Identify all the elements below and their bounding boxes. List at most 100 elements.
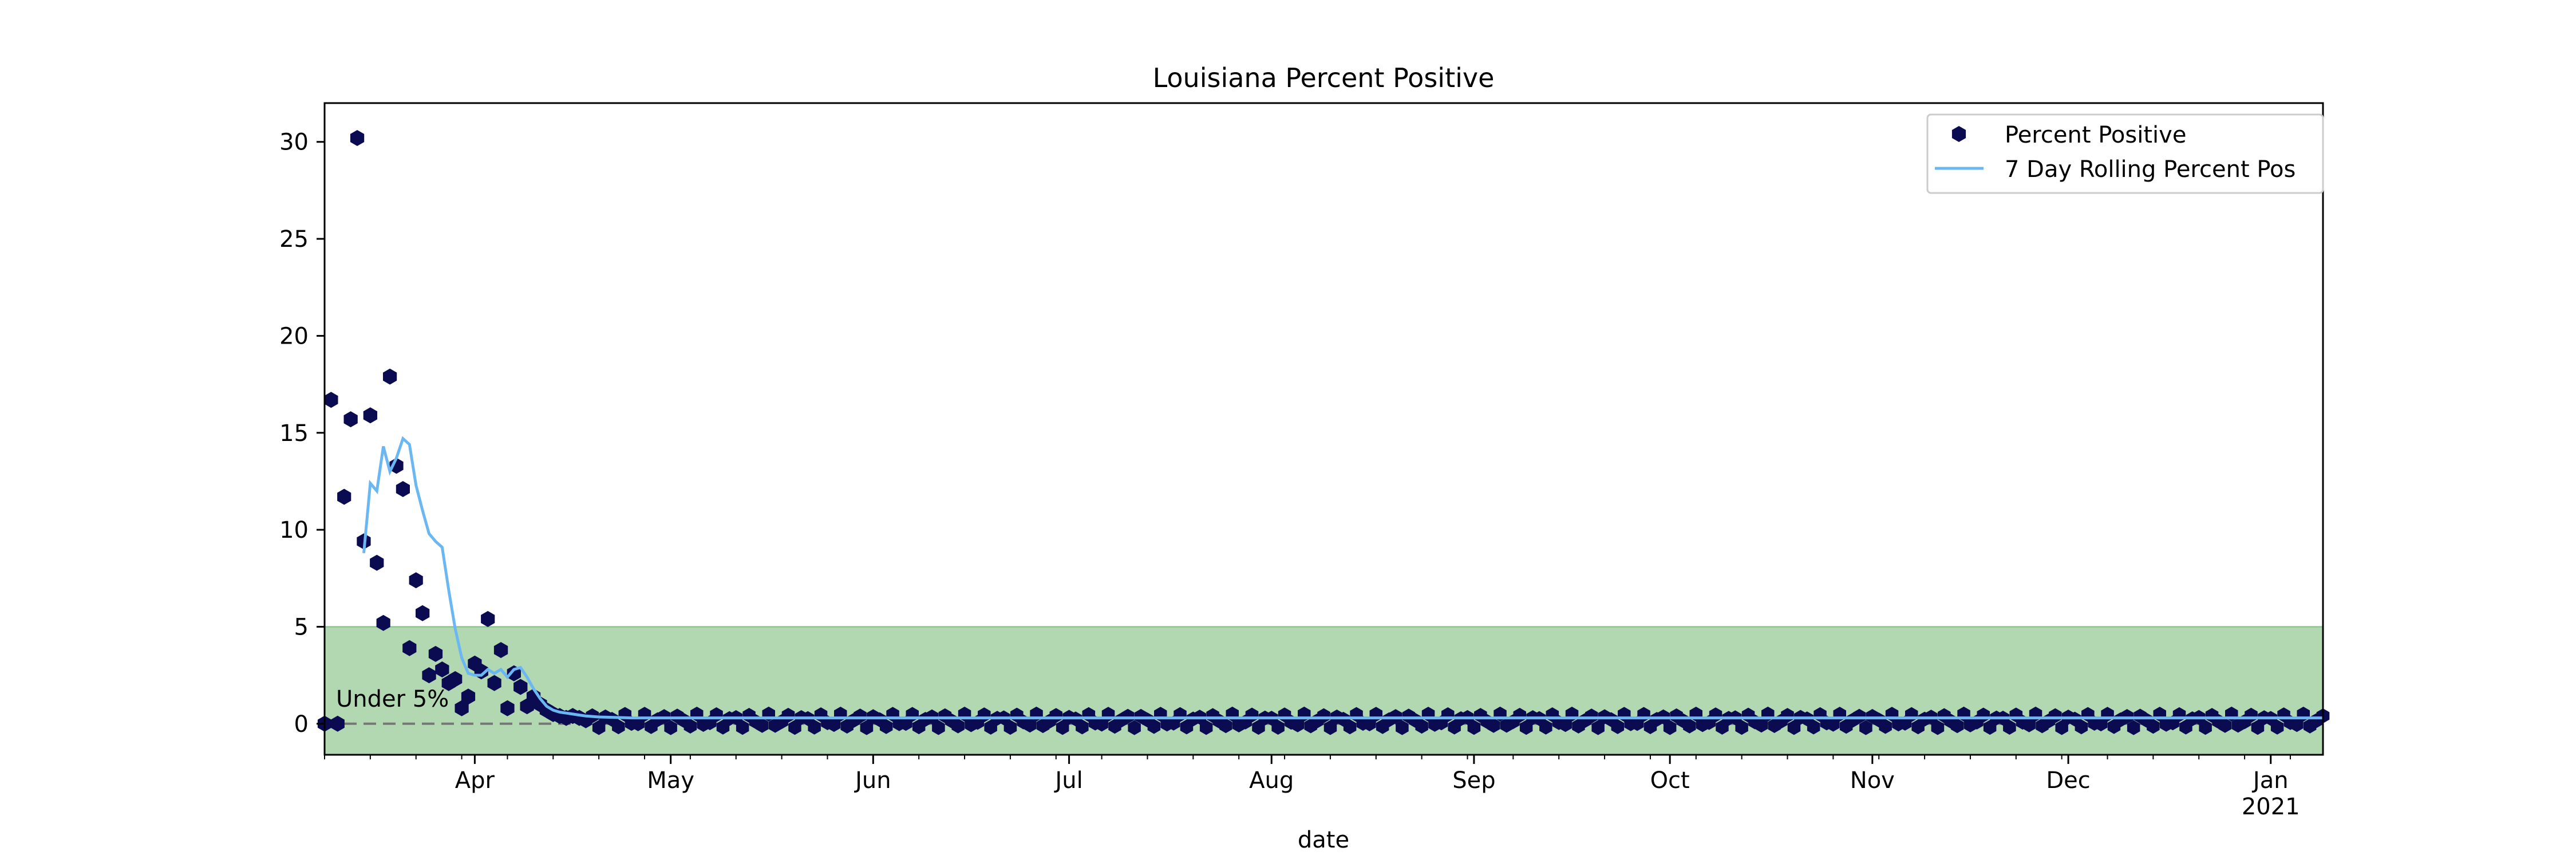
data-point (2218, 718, 2232, 733)
data-point (1363, 716, 1376, 731)
y-tick-label: 15 (279, 420, 309, 447)
data-point (2127, 720, 2140, 735)
data-point (337, 488, 351, 505)
data-point (383, 368, 397, 385)
rolling-line (362, 436, 2323, 720)
data-point (396, 481, 410, 497)
data-point (932, 720, 945, 735)
data-point (1003, 720, 1017, 735)
data-point (1859, 720, 1872, 735)
x-axis-label: date (1298, 827, 1349, 853)
data-point (2075, 719, 2088, 735)
data-point (612, 719, 625, 735)
data-point (493, 642, 508, 659)
data-point (1931, 720, 1945, 735)
data-point (1787, 720, 1801, 735)
data-point (513, 679, 528, 695)
legend-marker-points (1951, 126, 1966, 142)
data-point (1147, 719, 1161, 734)
x-tick-label: Nov (1850, 767, 1895, 794)
data-point (1950, 718, 1964, 734)
data-point (1219, 718, 1232, 734)
data-point (1519, 720, 1533, 735)
data-point (416, 605, 430, 621)
data-point (428, 645, 443, 662)
tail-points (579, 706, 2330, 735)
data-point (376, 614, 390, 631)
data-point (1076, 719, 1089, 735)
data-point (1683, 718, 1696, 734)
data-point (1611, 719, 1625, 734)
data-point (1735, 720, 1748, 735)
data-point (1121, 708, 1135, 724)
legend: Percent Positive 7 Day Rolling Percent P… (1926, 113, 2324, 194)
data-point (592, 720, 606, 735)
data-point (631, 716, 645, 731)
x-tick-label: Dec (2046, 767, 2090, 794)
x-tick-label: Jul (1053, 767, 1082, 794)
data-point (487, 675, 501, 691)
data-point (827, 717, 841, 732)
data-point (860, 720, 874, 735)
data-point (448, 671, 463, 687)
plot-frame (323, 102, 2324, 756)
data-point (2022, 717, 2036, 732)
data-point (1323, 720, 1337, 735)
x-tick-label: Oct (1650, 767, 1690, 794)
data-point (2199, 720, 2212, 735)
data-point (2251, 720, 2265, 735)
x-tick-label: May (647, 767, 694, 794)
x-tick-label: Aug (1249, 767, 1294, 794)
plot-area: Under 5% (317, 102, 2330, 756)
x-tick-label: Apr (455, 767, 495, 794)
threshold-band (324, 626, 2324, 755)
data-point (2270, 719, 2284, 735)
data-point (389, 458, 404, 474)
data-point (350, 130, 365, 146)
data-point (343, 411, 358, 428)
x-tick-label: Jun (854, 767, 891, 794)
data-point (788, 720, 801, 735)
data-point (1585, 708, 1598, 724)
data-point (1396, 720, 1409, 735)
y-axis: 0 5 10 15 20 25 30 (279, 129, 325, 738)
data-point (1591, 720, 1605, 735)
data-point (1755, 718, 1768, 733)
data-point (481, 610, 495, 627)
legend-entry-points: Percent Positive (2005, 122, 2186, 148)
x-tick-label: Jan (2251, 767, 2289, 794)
data-point (1291, 717, 1305, 732)
data-point (435, 661, 449, 677)
x-tick-label: Sep (1452, 767, 1495, 794)
y-tick-label: 20 (279, 323, 309, 349)
data-point (1559, 717, 1572, 732)
data-point (756, 718, 769, 733)
data-point (324, 392, 338, 408)
chart-title: Louisiana Percent Positive (1153, 62, 1495, 93)
data-point (736, 720, 749, 735)
data-point (1415, 719, 1428, 734)
data-point (1827, 716, 1840, 732)
data-point (500, 700, 515, 716)
data-point (461, 688, 476, 705)
data-point (854, 708, 867, 724)
data-point (2003, 720, 2016, 735)
data-point (1128, 720, 1141, 735)
data-point (808, 719, 821, 735)
y-tick-label: 10 (279, 517, 309, 543)
data-point (409, 572, 423, 589)
data-point (1879, 719, 1892, 734)
x-tick-label: 2021 (2242, 794, 2300, 820)
y-tick-label: 5 (294, 614, 309, 640)
y-tick-label: 25 (279, 226, 309, 253)
data-point (2049, 708, 2062, 723)
y-tick-label: 30 (279, 129, 309, 156)
data-point (2147, 719, 2160, 734)
data-point (402, 640, 417, 656)
data-point (1252, 720, 1265, 735)
data-point (455, 700, 469, 716)
data-point (1056, 720, 1069, 735)
threshold-label: Under 5% (336, 686, 449, 712)
y-tick-label: 0 (294, 711, 309, 738)
